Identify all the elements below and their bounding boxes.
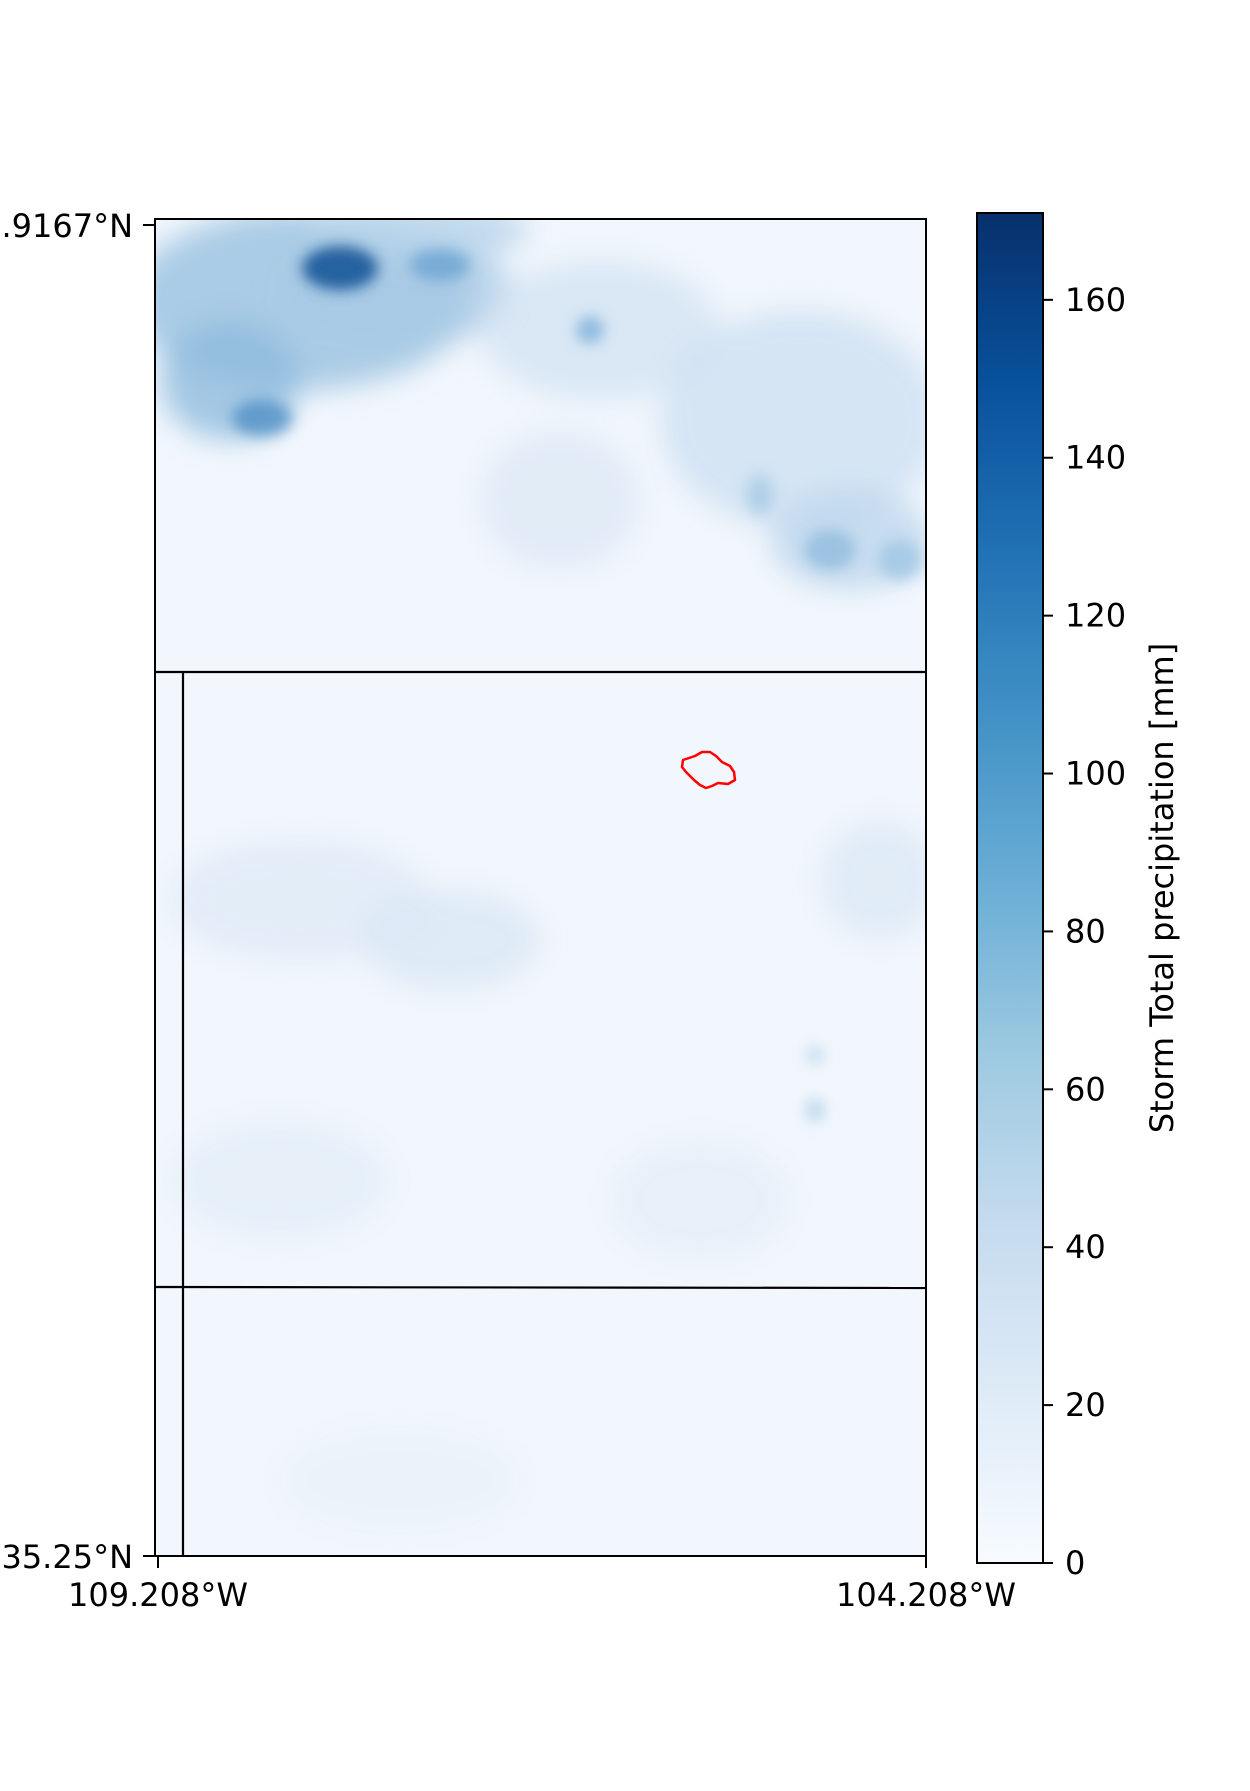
- precipitation-field: [155, 219, 926, 1556]
- map-panel: 39.9167°N 35.25°N 109.208°W 104.208°W: [0, 207, 1016, 1614]
- colorbar-tick-label: 20: [1065, 1386, 1106, 1424]
- colorbar-label: Storm Total precipitation [mm]: [1143, 643, 1181, 1133]
- lat-bottom-label: 35.25°N: [1, 1538, 133, 1576]
- colorbar-tick-label: 0: [1065, 1544, 1085, 1582]
- catchment-outline: [680, 750, 737, 790]
- colorbar-tick-label: 60: [1065, 1070, 1106, 1108]
- colorbar-tick-label: 140: [1065, 439, 1126, 477]
- colorbar-gradient: [976, 212, 1044, 1564]
- state-boundaries: [154, 670, 927, 1556]
- colorbar-ticks: 0 20 40 60 80 100 120 140 160: [1043, 281, 1126, 1582]
- colorbar-tick-label: 100: [1065, 755, 1126, 793]
- colorbar-tick-label: 40: [1065, 1228, 1106, 1266]
- colorbar: 0 20 40 60 80 100 120 140 160 Storm Total precip…: [976, 212, 1181, 1582]
- lon-right-label: 104.208°W: [836, 1576, 1016, 1614]
- lat-top-label: 39.9167°N: [0, 207, 133, 245]
- colorbar-tick-label: 80: [1065, 912, 1106, 950]
- colorbar-tick-label: 160: [1065, 281, 1126, 319]
- colorbar-tick-label: 120: [1065, 597, 1126, 635]
- map-axes-frame: [154, 218, 927, 1557]
- lon-left-label: 109.208°W: [68, 1576, 248, 1614]
